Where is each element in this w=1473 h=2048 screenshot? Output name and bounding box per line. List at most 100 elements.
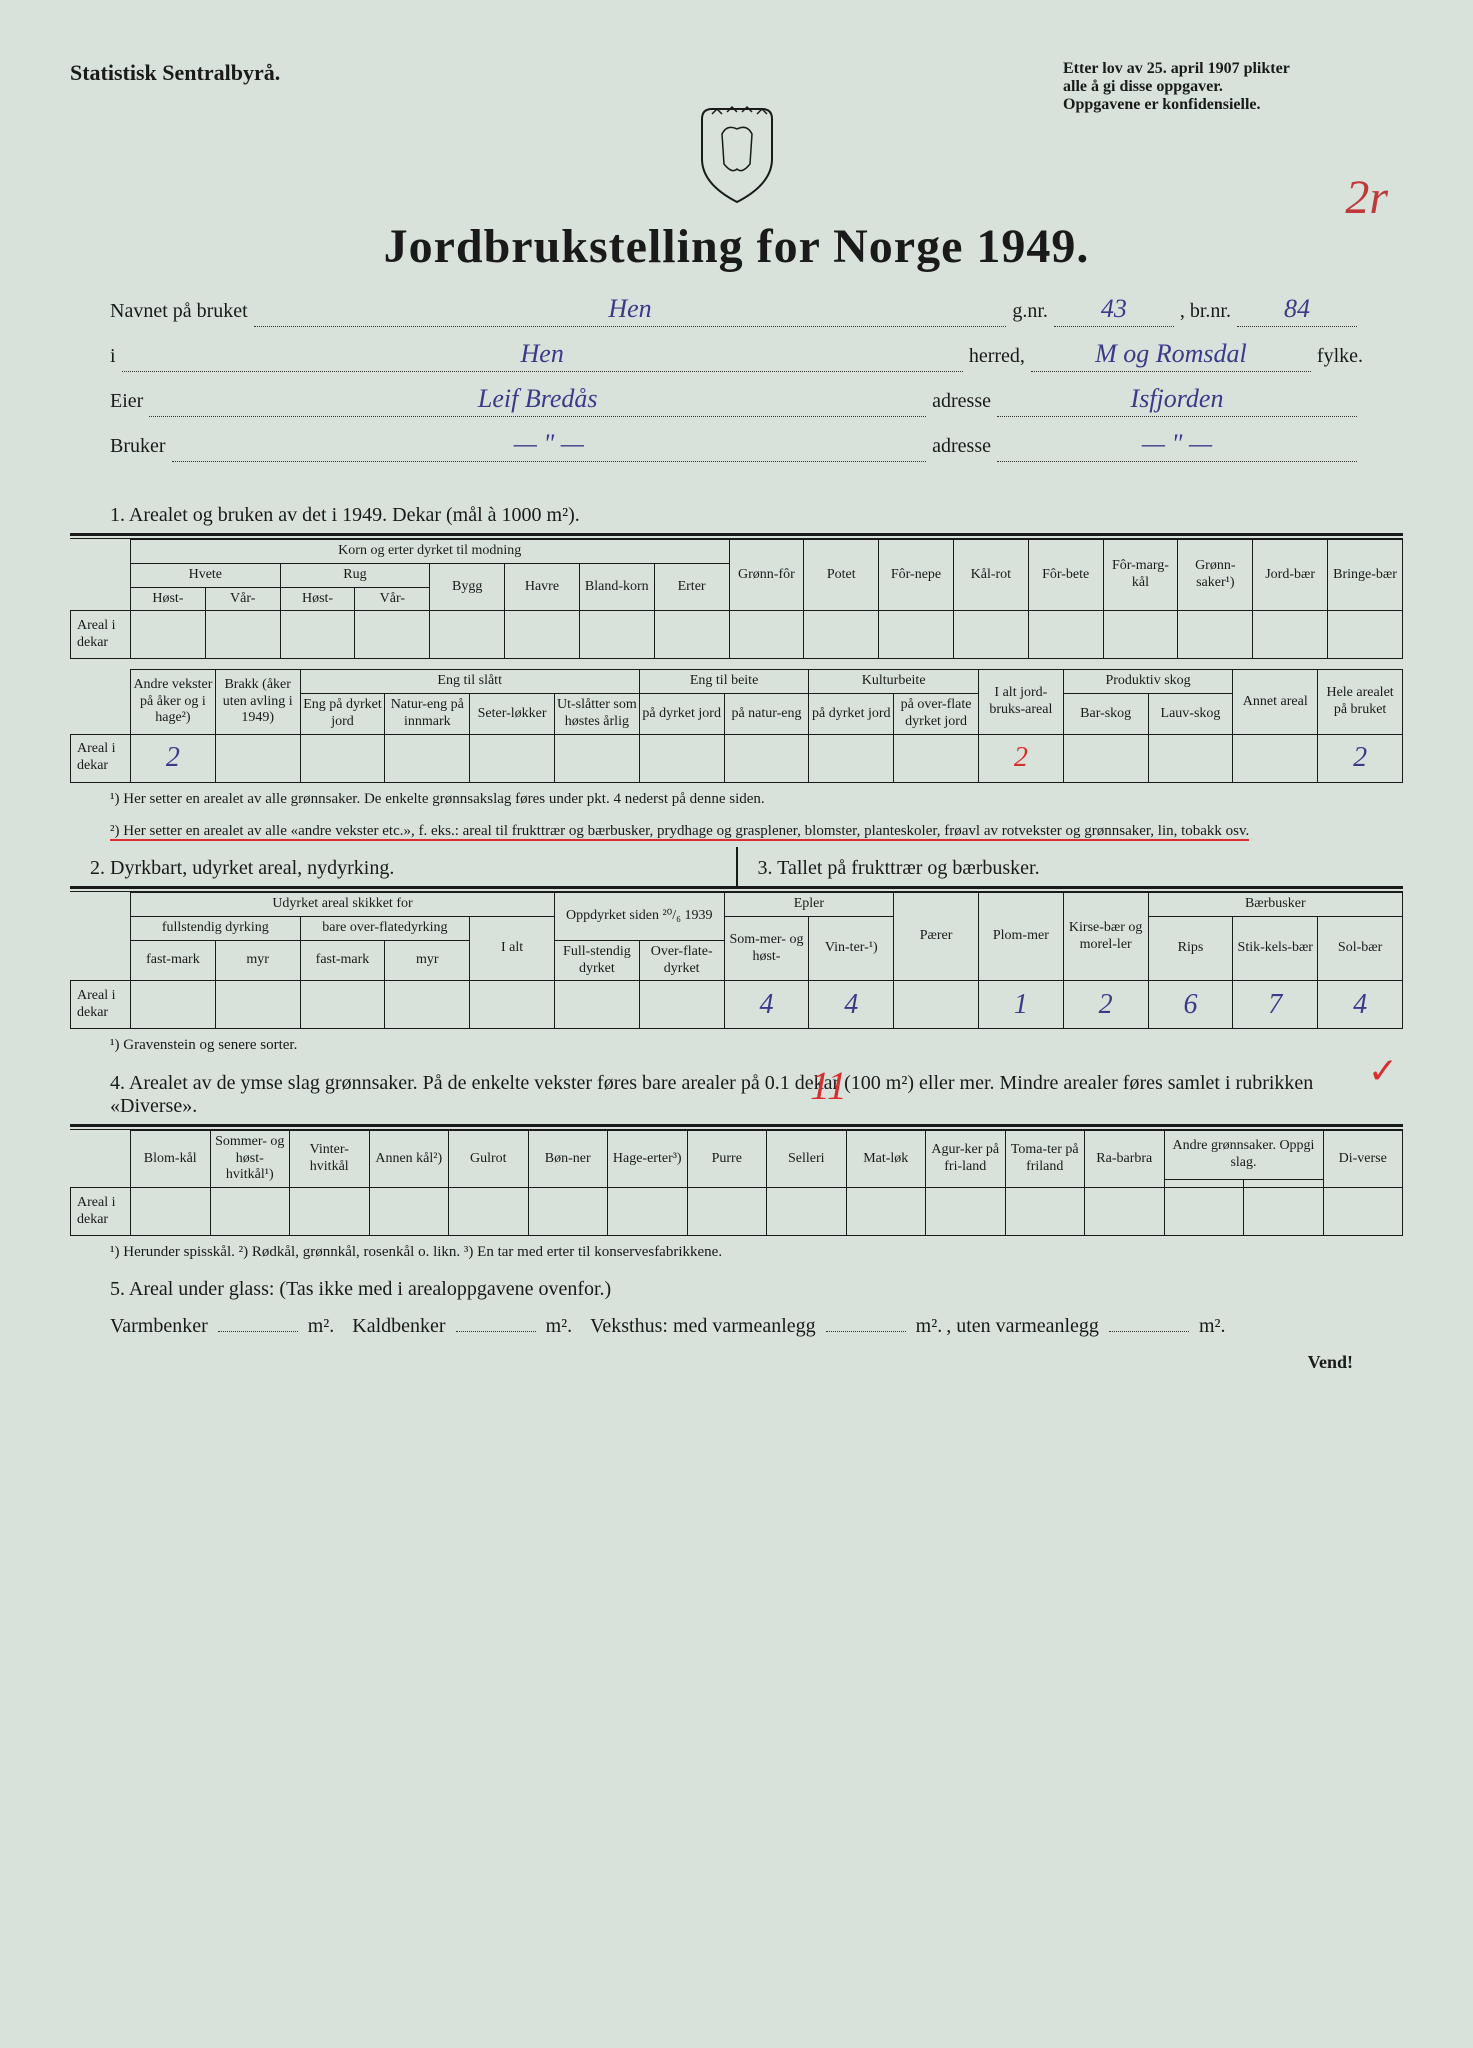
herred-value: M og Romsdal <box>1031 339 1311 372</box>
t2-andre: Andre vekster på åker og i hage²) <box>131 670 216 734</box>
org-name: Statistisk Sentralbyrå. <box>70 60 280 86</box>
s2-myr1: myr <box>215 940 300 981</box>
s2-fullstendig: fullstendig dyrking <box>131 917 301 941</box>
t2-prodskog: Produktiv skog <box>1063 670 1233 694</box>
t1-forbete: Fôr-bete <box>1028 540 1103 611</box>
s2-rips: Rips <box>1148 917 1233 981</box>
s2-myr2: myr <box>385 940 470 981</box>
s2-stikkels: Stik-kels-bær <box>1233 917 1318 981</box>
navnet-value: Hen <box>254 294 1007 327</box>
table23: Udyrket areal skikket for Oppdyrket side… <box>70 892 1403 1029</box>
t1-formargkal: Fôr-marg-kål <box>1103 540 1178 611</box>
navnet-label: Navnet på bruket <box>110 300 248 323</box>
s4-rowlabel: Areal i dekar <box>71 1188 131 1236</box>
t2-paoverflate: på over-flate dyrket jord <box>894 694 979 735</box>
s5-vekst: Veksthus: med varmeanlegg <box>590 1315 816 1338</box>
t1-bringebaer: Bringe-bær <box>1328 540 1403 611</box>
adresse2-value: — " — <box>997 429 1357 462</box>
t2-seter: Seter-løkker <box>470 694 555 735</box>
s4-gulrot: Gulrot <box>449 1130 529 1187</box>
eier-label: Eier <box>110 390 143 413</box>
coat-of-arms-icon <box>70 104 1403 209</box>
t2-engdyrket: Eng på dyrket jord <box>300 694 385 735</box>
t2-v-hele: 2 <box>1318 734 1403 782</box>
s2-over: Over-flate-dyrket <box>639 940 724 981</box>
s2-fm2: fast-mark <box>300 940 385 981</box>
s4-hageerter: Hage-erter³) <box>608 1130 688 1187</box>
t1-host2: Høst- <box>280 587 355 611</box>
adresse-label: adresse <box>932 390 991 413</box>
legal-line2: alle å gi disse oppgaver. <box>1063 78 1403 96</box>
s2-bareover: bare over-flatedyrking <box>300 917 470 941</box>
s2-rowlabel: Areal i dekar <box>71 981 131 1029</box>
s4-tomater: Toma-ter på friland <box>1005 1130 1085 1187</box>
s4-fn: ¹) Herunder spisskål. ²) Rødkål, grønnkå… <box>70 1236 1403 1268</box>
s4-selleri: Selleri <box>767 1130 847 1187</box>
section5-head: 5. Areal under glass: (Tas ikke med i ar… <box>70 1278 1403 1301</box>
s2-baerbusker: Bærbusker <box>1148 893 1402 917</box>
t1-havre: Havre <box>505 563 580 611</box>
legal-line3: Oppgavene er konfidensielle. <box>1063 96 1403 114</box>
t2-padyrket2: på dyrket jord <box>809 694 894 735</box>
t1-hvete: Hvete <box>131 563 281 587</box>
s2-udyrket: Udyrket areal skikket for <box>131 893 555 917</box>
table4: Blom-kål Sommer- og høst-hvitkål¹) Vinte… <box>70 1130 1403 1236</box>
s4-andre: Andre grønnsaker. Oppgi slag. <box>1164 1130 1323 1179</box>
brnr-value: 84 <box>1237 294 1357 327</box>
adresse-value: Isfjorden <box>997 384 1357 417</box>
s2-kirse: Kirse-bær og morel-ler <box>1063 893 1148 981</box>
t1-rowlabel: Areal i dekar <box>71 611 131 659</box>
t1-jordbaer: Jord-bær <box>1253 540 1328 611</box>
t1-kalrot: Kål-rot <box>953 540 1028 611</box>
t1-blandkorn: Bland-korn <box>579 563 654 611</box>
s5-kald: Kaldbenker <box>352 1315 445 1338</box>
bruker-label: Bruker <box>110 435 166 458</box>
t2-natureng: Natur-eng på innmark <box>385 694 470 735</box>
s2-oppdyrket: Oppdyrket siden ²⁰/₆ 1939 <box>554 893 724 941</box>
section2-head: 2. Dyrkbart, udyrket areal, nydyrking. <box>70 857 726 880</box>
s4-vinterkal: Vinter-hvitkål <box>290 1130 370 1187</box>
handwritten-page-number: 2r <box>1345 170 1388 225</box>
t1-gronnsaker: Grønn-saker¹) <box>1178 540 1253 611</box>
s4-annenkal: Annen kål²) <box>369 1130 449 1187</box>
s4-diverse: Di-verse <box>1323 1130 1403 1187</box>
red-11-mark: 11 <box>810 1062 847 1109</box>
gnr-value: 43 <box>1054 294 1174 327</box>
s2-full: Full-stendig dyrket <box>554 940 639 981</box>
s2-vinter: Vin-ter-¹) <box>809 917 894 981</box>
section5-line: Varmbenkerm². Kaldbenkerm². Veksthus: me… <box>70 1307 1403 1346</box>
section1-head: 1. Arealet og bruken av det i 1949. Deka… <box>70 504 1403 527</box>
s4-blomkal: Blom-kål <box>131 1130 211 1187</box>
t1-potet: Potet <box>804 540 879 611</box>
bruker-value: — " — <box>172 429 927 462</box>
s4-bonner: Bøn-ner <box>528 1130 608 1187</box>
s2-fn: ¹) Gravenstein og senere sorter. <box>70 1029 1403 1061</box>
s4-rabarbra: Ra-barbra <box>1085 1130 1165 1187</box>
s2-sommer: Som-mer- og høst- <box>724 917 809 981</box>
t2-utslatter: Ut-slåtter som høstes årlig <box>554 694 639 735</box>
t2-rowlabel: Areal i dekar <box>71 734 131 782</box>
s2-v-rips: 6 <box>1148 981 1233 1029</box>
vend-label: Vend! <box>70 1352 1403 1373</box>
table1b: Andre vekster på åker og i hage²) Brakk … <box>70 669 1403 782</box>
section4-head: 4. Arealet av de ymse slag grønnsaker. P… <box>70 1072 1403 1118</box>
brnr-label: , br.nr. <box>1180 300 1231 323</box>
eier-value: Leif Bredås <box>149 384 926 417</box>
table1a: Korn og erter dyrket til modning Grønn-f… <box>70 539 1403 659</box>
t1-var1: Vår- <box>205 587 280 611</box>
t1-host1: Høst- <box>131 587 206 611</box>
t2-panatur: på natur-eng <box>724 694 809 735</box>
t2-annet: Annet areal <box>1233 670 1318 734</box>
s4-agurker: Agur-ker på fri-land <box>926 1130 1006 1187</box>
s5-uten: , uten varmeanlegg <box>946 1315 1099 1338</box>
t2-padyrket1: på dyrket jord <box>639 694 724 735</box>
i-value: Hen <box>122 339 963 372</box>
s2-v-stikkels: 7 <box>1233 981 1318 1029</box>
s1-fn1: ¹) Her setter en arealet av alle grønnsa… <box>70 783 1403 815</box>
t1-korn: Korn og erter dyrket til modning <box>131 540 730 564</box>
t1-bygg: Bygg <box>430 563 505 611</box>
section3-head: 3. Tallet på frukttrær og bærbusker. <box>748 857 1404 880</box>
i-label: i <box>110 345 116 368</box>
t2-engslatt: Eng til slått <box>300 670 639 694</box>
legal-text: Etter lov av 25. april 1907 plikter alle… <box>1063 60 1403 114</box>
